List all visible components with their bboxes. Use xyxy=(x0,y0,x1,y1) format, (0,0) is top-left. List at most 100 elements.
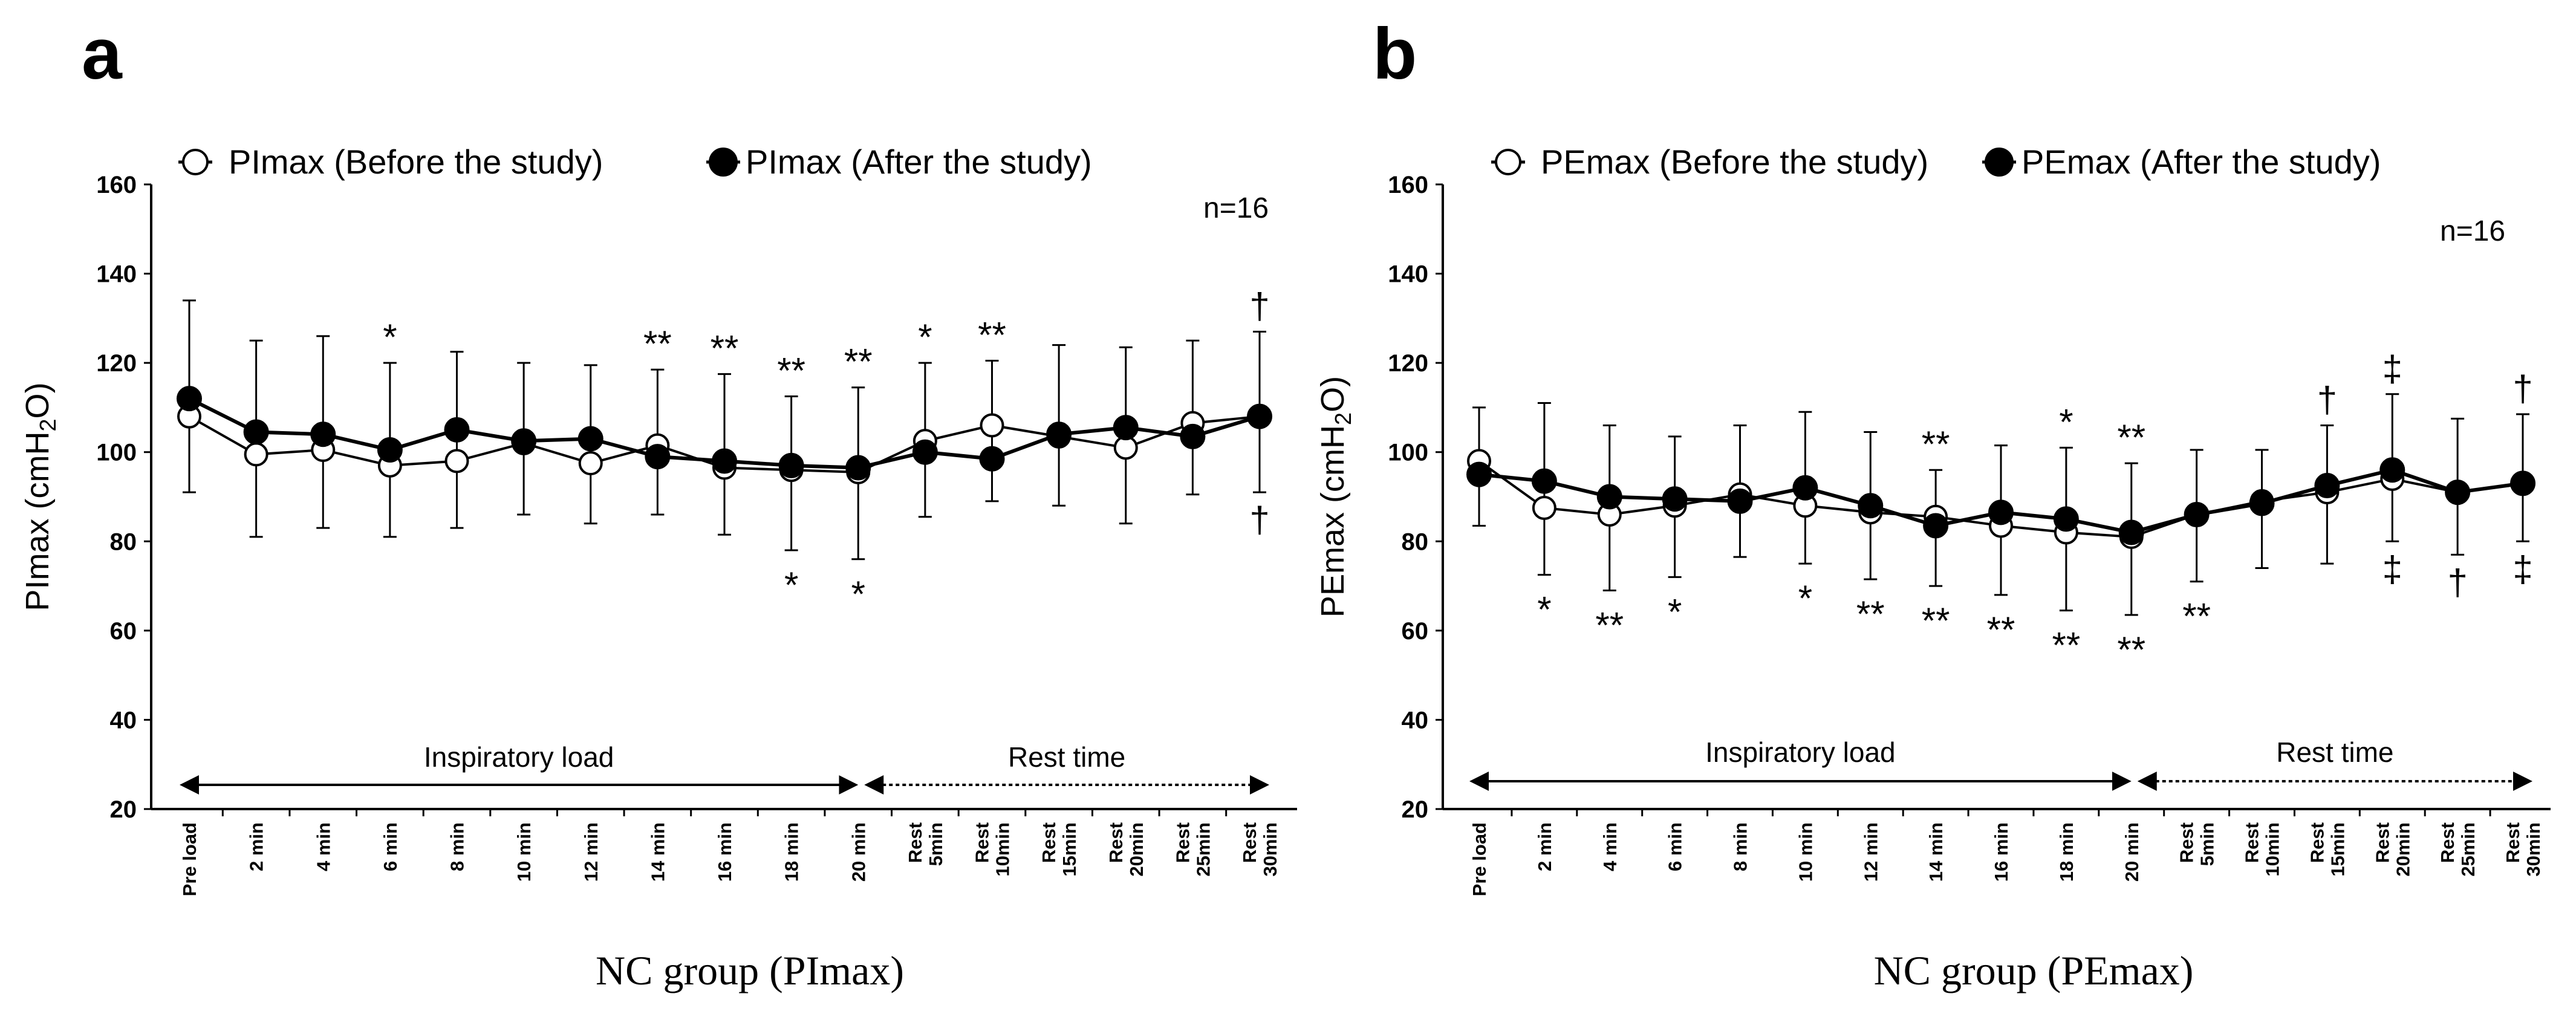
x-tick-label: Rest xyxy=(2176,822,2197,863)
data-point-filled xyxy=(310,421,336,447)
significance-marker: * xyxy=(851,574,865,614)
data-point-filled xyxy=(1247,403,1272,429)
x-tick-label-group: 12 min xyxy=(1860,822,1881,882)
x-tick-label: Rest xyxy=(972,822,993,863)
phase-label: Inspiratory load xyxy=(424,741,614,773)
x-tick-label: 16 min xyxy=(1991,822,2012,882)
legend-open-circle-marker xyxy=(1495,149,1521,175)
x-tick-label-group: Rest 15min xyxy=(2306,822,2348,877)
x-tick-label-group: 2 min xyxy=(246,822,267,871)
significance-marker: ** xyxy=(777,350,805,391)
y-tick-label: 140 xyxy=(1388,261,1428,288)
x-tick-label: 10 min xyxy=(1795,822,1816,882)
data-point-filled xyxy=(243,419,269,445)
chart-panel-a: a 20 40 60 80 100 120 140 160 Pre load 2 min 4 min 6… xyxy=(19,13,1297,993)
x-tick-label-group: 6 min xyxy=(1665,822,1686,871)
x-tick-label: 15min xyxy=(1059,822,1080,877)
chart-panel-b: b 20 40 60 80 100 120 140 160 Pre load 2 min 4 min 6… xyxy=(1315,13,2551,993)
x-tick-label: Pre load xyxy=(179,822,200,896)
sample-size-label: n=16 xyxy=(2440,215,2505,247)
y-tick-label: 80 xyxy=(110,528,137,555)
y-tick-label: 40 xyxy=(110,707,137,733)
data-point-filled xyxy=(2314,473,2340,499)
significance-marker: * xyxy=(2059,401,2073,442)
x-tick-label-group: 8 min xyxy=(447,822,468,871)
x-tick-label: 6 min xyxy=(1665,822,1686,871)
x-tick-label-group: 18 min xyxy=(2056,822,2077,882)
x-tick-label: 2 min xyxy=(1534,822,1555,871)
x-tick-label-group: 8 min xyxy=(1730,822,1751,871)
data-point-filled xyxy=(2118,519,2144,545)
significance-marker: ** xyxy=(1856,594,1885,634)
y-tick-label: 160 xyxy=(96,172,137,198)
x-tick-label-group: Pre load xyxy=(1469,822,1490,896)
data-point-filled xyxy=(511,428,537,454)
significance-marker: ‡ xyxy=(2382,348,2402,389)
panel-letter: b xyxy=(1373,13,1417,94)
significance-marker: † xyxy=(1249,285,1269,326)
data-point-filled xyxy=(1466,461,1492,487)
phase-label: Inspiratory load xyxy=(1705,736,1896,768)
x-tick-label-group: 16 min xyxy=(714,822,735,882)
x-tick-label-group: 10 min xyxy=(513,822,535,882)
significance-marker: † xyxy=(2513,368,2532,409)
x-tick-label: 8 min xyxy=(1730,822,1751,871)
x-tick-label: 18 min xyxy=(2056,822,2077,882)
x-tick-label: 12 min xyxy=(581,822,602,882)
legend-label: PEmax (Before the study) xyxy=(1541,143,1928,181)
x-tick-label-group: 16 min xyxy=(1991,822,2012,882)
significance-marker: * xyxy=(784,565,798,605)
y-axis-label-group: PEmax (cmH2O) xyxy=(1315,376,1356,617)
x-tick-label: Rest xyxy=(905,822,926,863)
x-tick-label: 20 min xyxy=(848,822,869,882)
significance-marker: ** xyxy=(711,328,739,369)
significance-marker: ‡ xyxy=(2382,548,2402,589)
x-tick-label: Rest xyxy=(2372,822,2393,863)
y-tick-label: 120 xyxy=(96,350,137,377)
significance-marker: * xyxy=(1798,578,1812,619)
x-tick-label: 4 min xyxy=(313,822,334,871)
data-point-open xyxy=(244,442,268,467)
x-tick-label: 6 min xyxy=(380,822,401,871)
x-tick-label-group: Rest 20min xyxy=(1105,822,1147,877)
x-tick-label: Rest xyxy=(2502,822,2523,863)
x-tick-label-group: 20 min xyxy=(2121,822,2142,882)
data-point-open xyxy=(1532,495,1556,520)
data-point-filled xyxy=(2445,479,2471,506)
data-point-open xyxy=(444,449,469,473)
data-point-filled xyxy=(778,452,804,478)
x-tick-label-group: 2 min xyxy=(1534,822,1555,871)
data-point-filled xyxy=(1727,488,1753,514)
x-tick-label-group: 14 min xyxy=(1925,822,1947,882)
x-tick-label: Rest xyxy=(2242,822,2263,863)
x-tick-label: 10min xyxy=(2262,822,2283,877)
x-tick-label: 30min xyxy=(1260,822,1281,877)
data-point-filled xyxy=(912,439,938,465)
y-tick-label: 140 xyxy=(96,261,137,288)
significance-marker: * xyxy=(1537,590,1551,630)
legend-open-circle-marker xyxy=(182,149,209,175)
data-point-filled xyxy=(2184,502,2210,528)
x-tick-label: Rest xyxy=(2437,822,2458,863)
y-tick-label: 60 xyxy=(1402,618,1429,645)
y-tick-label: 100 xyxy=(1388,440,1428,466)
data-point-filled xyxy=(2379,457,2405,483)
x-tick-label-group: Rest 25min xyxy=(1172,822,1214,877)
data-point-filled xyxy=(177,386,202,412)
data-point-filled xyxy=(645,444,671,470)
x-tick-label-group: Pre load xyxy=(179,822,200,896)
x-tick-label: 20min xyxy=(1126,822,1147,877)
data-point-filled xyxy=(1596,484,1622,510)
data-point-filled xyxy=(2053,506,2079,532)
x-tick-label-group: 20 min xyxy=(848,822,869,882)
significance-marker: ** xyxy=(1922,600,1950,641)
data-point-open xyxy=(980,413,1004,438)
y-tick-label: 80 xyxy=(1402,528,1429,555)
significance-marker: ** xyxy=(2117,417,2145,458)
data-point-filled xyxy=(1662,486,1688,512)
x-tick-label: 25min xyxy=(2457,822,2479,877)
phase-label: Rest time xyxy=(1008,741,1125,773)
x-tick-label: 4 min xyxy=(1599,822,1621,871)
x-tick-label: 12 min xyxy=(1860,822,1881,882)
